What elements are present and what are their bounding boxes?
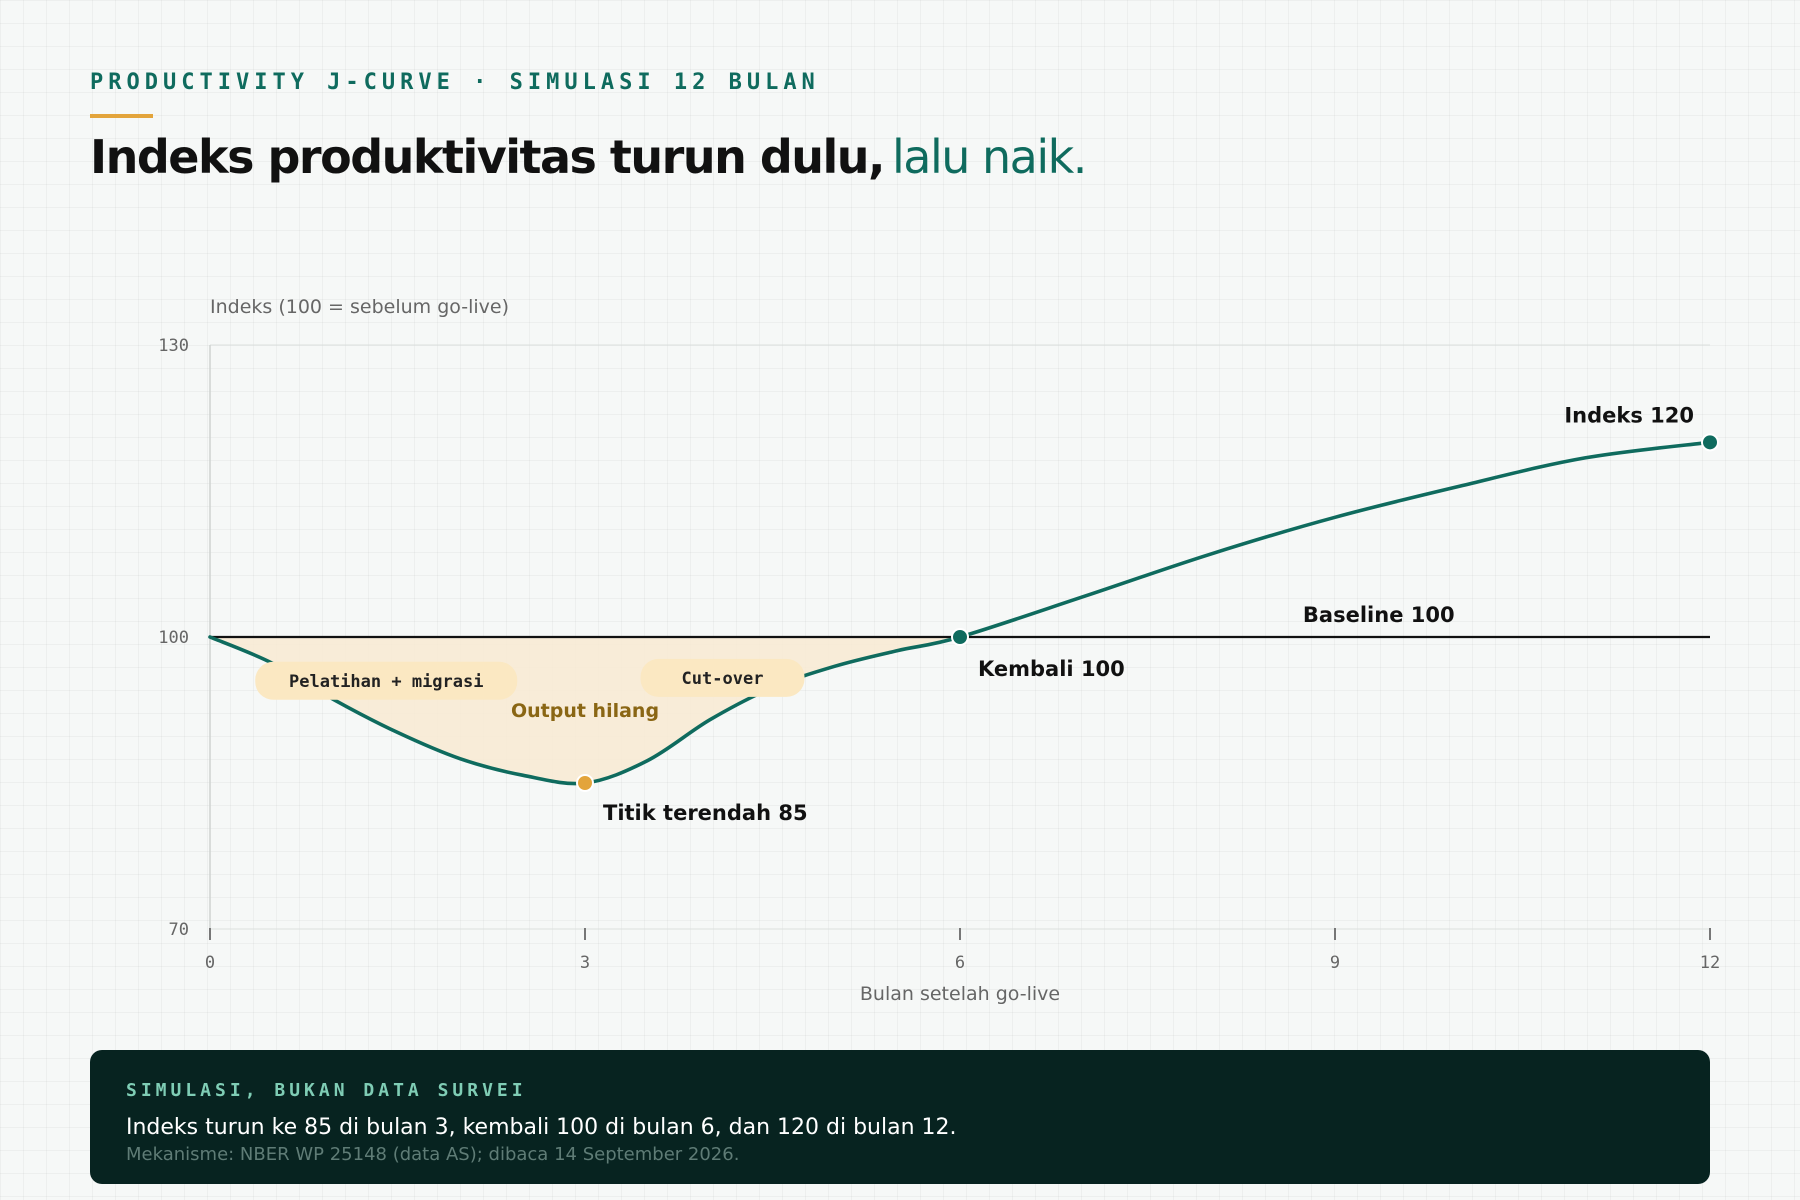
point-recovery [951, 628, 969, 646]
j-curve-chart: 0 3 6 9 12 130 100 70 Indeks (100 = sebelum go… [158, 296, 1720, 1005]
x-tick-label: 9 [1330, 953, 1340, 973]
phase-pill-training-label: Pelatihan + migrasi [289, 672, 483, 692]
x-axis-ticks: 0 3 6 9 12 [205, 928, 1720, 973]
productivity-series-line [208, 440, 1712, 786]
y-tick-label: 70 [169, 920, 189, 940]
phase-pill-cutover: Cut-over [640, 658, 805, 697]
footer-panel: SIMULASI, BUKAN DATA SURVEI Indeks turun… [90, 1050, 1710, 1184]
point-end [1701, 433, 1719, 452]
y-axis-ticks: 130 100 70 [158, 336, 189, 940]
phase-pill-training: Pelatihan + migrasi [255, 661, 518, 700]
chart-eyebrow: PRODUCTIVITY J-CURVE · SIMULASI 12 BULAN [90, 70, 820, 95]
baseline-label: Baseline 100 [1303, 603, 1455, 627]
output-lost-label: Output hilang [511, 700, 659, 722]
point-lowest-label: Titik terendah 85 [603, 801, 808, 825]
x-tick-label: 3 [580, 953, 590, 973]
point-lowest [576, 774, 594, 792]
x-axis-title: Bulan setelah go-live [860, 983, 1060, 1005]
eyebrow-accent-rule [90, 114, 153, 118]
phase-pill-cutover-label: Cut-over [682, 669, 764, 689]
y-axis-title: Indeks (100 = sebelum go-live) [210, 296, 509, 318]
footer-summary: Indeks turun ke 85 di bulan 3, kembali 1… [126, 1115, 957, 1140]
point-end-label: Indeks 120 [1564, 403, 1694, 427]
y-tick-label: 100 [158, 628, 189, 648]
x-tick-label: 6 [955, 953, 965, 973]
y-tick-label: 130 [158, 336, 189, 356]
point-recovery-label: Kembali 100 [978, 657, 1125, 681]
footer-source-note: Mekanisme: NBER WP 25148 (data AS); diba… [126, 1144, 740, 1165]
page-title: Indeks produktivitas turun dulu, lalu nai… [90, 130, 1087, 184]
x-tick-label: 0 [205, 953, 215, 973]
x-tick-label: 12 [1700, 953, 1720, 973]
title-strong: Indeks produktivitas turun dulu, [90, 130, 886, 184]
title-accent: lalu naik. [892, 130, 1087, 184]
footer-eyebrow: SIMULASI, BUKAN DATA SURVEI [126, 1080, 527, 1101]
